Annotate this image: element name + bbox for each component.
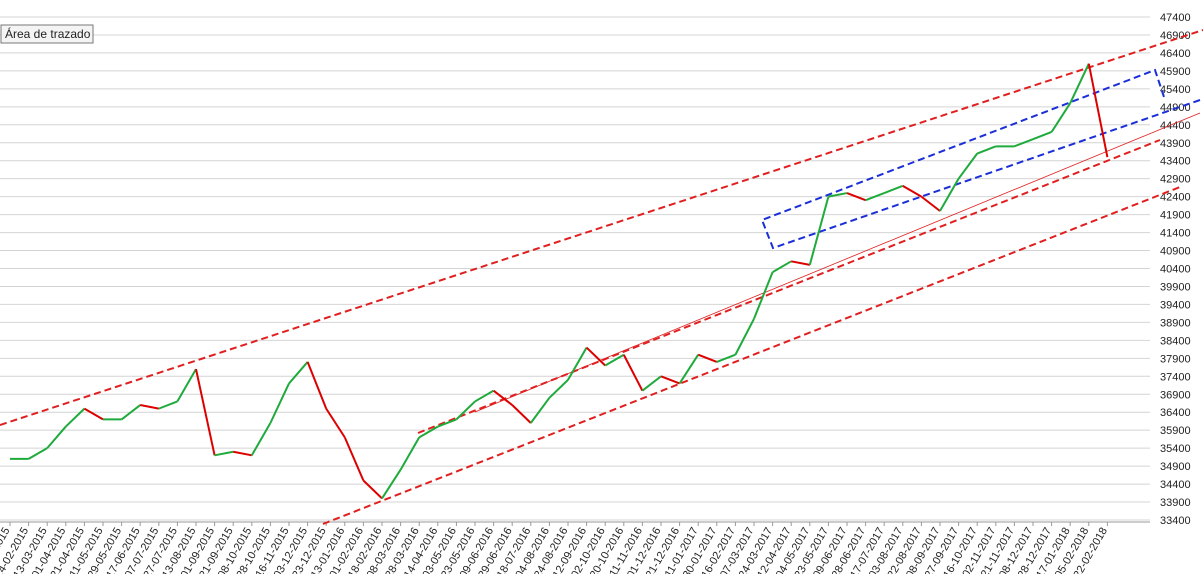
price-segment bbox=[641, 375, 662, 392]
price-segment bbox=[233, 450, 252, 457]
y-tick-label: 42400 bbox=[1160, 192, 1191, 204]
y-tick-label: 41900 bbox=[1160, 210, 1191, 222]
tooltip-text: Área de trazado bbox=[5, 26, 91, 41]
price-segment bbox=[362, 479, 383, 500]
price-segment bbox=[753, 271, 774, 320]
y-tick-label: 35900 bbox=[1160, 425, 1191, 437]
price-segment bbox=[511, 404, 532, 424]
price-segment bbox=[214, 450, 234, 457]
price-segment bbox=[808, 196, 830, 266]
trend-line bbox=[474, 112, 1201, 413]
price-segment bbox=[939, 178, 960, 212]
price-segment bbox=[734, 318, 755, 356]
price-segment bbox=[716, 353, 736, 363]
price-segment bbox=[697, 353, 718, 363]
y-tick-label: 43900 bbox=[1160, 138, 1191, 150]
price-segment bbox=[120, 404, 141, 421]
y-tick-label: 34400 bbox=[1160, 479, 1191, 491]
price-segment bbox=[1032, 131, 1052, 141]
price-segment bbox=[28, 447, 48, 460]
price-segment bbox=[250, 422, 272, 456]
y-tick-label: 38900 bbox=[1160, 317, 1191, 329]
price-segment bbox=[678, 354, 700, 385]
price-segment bbox=[548, 379, 569, 399]
y-tick-label: 44400 bbox=[1160, 120, 1191, 132]
y-tick-label: 46400 bbox=[1160, 48, 1191, 60]
y-tick-label: 42900 bbox=[1160, 174, 1191, 186]
y-tick-label: 33900 bbox=[1160, 497, 1191, 509]
y-tick-label: 34900 bbox=[1160, 461, 1191, 473]
tooltip: Área de trazado bbox=[0, 24, 94, 44]
price-segment bbox=[902, 184, 922, 198]
price-segment bbox=[622, 354, 644, 392]
price-segment bbox=[474, 389, 495, 403]
price-segment bbox=[269, 383, 290, 424]
price-segment bbox=[791, 260, 810, 266]
series bbox=[10, 63, 1109, 500]
y-tick-label: 33400 bbox=[1160, 515, 1191, 527]
price-segment bbox=[83, 407, 104, 421]
channel-line bbox=[0, 29, 1203, 426]
price-segment bbox=[195, 368, 216, 456]
y-tick-label: 41400 bbox=[1160, 228, 1191, 240]
price-segment bbox=[437, 418, 457, 428]
price-segment bbox=[1014, 138, 1034, 148]
price-segment bbox=[957, 152, 979, 180]
y-tick-label: 47400 bbox=[1160, 12, 1191, 24]
y-tick-label: 38400 bbox=[1160, 335, 1191, 347]
price-segment bbox=[399, 436, 421, 471]
y-tick-label: 39400 bbox=[1160, 299, 1191, 311]
y-tick-label: 43400 bbox=[1160, 156, 1191, 168]
y-tick-label: 45900 bbox=[1160, 66, 1191, 78]
y-tick-label: 39900 bbox=[1160, 281, 1191, 293]
price-segment bbox=[585, 346, 606, 367]
price-segment bbox=[306, 361, 328, 409]
price-segment bbox=[381, 469, 402, 499]
price-segment bbox=[158, 400, 178, 410]
price-segment bbox=[529, 397, 551, 424]
price-segment bbox=[604, 353, 625, 367]
y-tick-label: 45400 bbox=[1160, 84, 1191, 96]
price-segment bbox=[46, 425, 67, 449]
y-tick-label: 37400 bbox=[1160, 371, 1191, 383]
price-segment bbox=[920, 195, 941, 212]
price-segment bbox=[176, 368, 197, 402]
y-tick-label: 37900 bbox=[1160, 353, 1191, 365]
price-segment bbox=[976, 145, 997, 155]
price-segment bbox=[865, 192, 885, 202]
price-segment bbox=[65, 407, 86, 428]
price-segment bbox=[846, 192, 866, 202]
price-segment bbox=[828, 192, 848, 198]
y-tick-label: 40400 bbox=[1160, 264, 1191, 276]
price-segment bbox=[140, 404, 159, 410]
tooltip-box bbox=[0, 24, 94, 44]
price-segment bbox=[288, 361, 309, 385]
price-segment bbox=[1087, 63, 1109, 158]
y-tick-label: 40900 bbox=[1160, 246, 1191, 258]
channel-box bbox=[760, 68, 1201, 250]
price-segment bbox=[455, 400, 476, 421]
price-segment bbox=[1069, 63, 1090, 104]
price-segment bbox=[325, 408, 346, 438]
price-segment bbox=[492, 389, 513, 406]
y-tick-label: 36400 bbox=[1160, 407, 1191, 419]
y-tick-label: 36900 bbox=[1160, 389, 1191, 401]
price-segment bbox=[1050, 102, 1072, 133]
y-tick-label: 46900 bbox=[1160, 30, 1191, 42]
price-segment bbox=[567, 347, 588, 381]
price-segment bbox=[772, 260, 792, 273]
price-segment bbox=[343, 436, 365, 481]
price-segment bbox=[660, 375, 680, 385]
channels bbox=[0, 29, 1203, 525]
y-tick-label: 35400 bbox=[1160, 443, 1191, 455]
price-segment bbox=[418, 425, 439, 439]
price-segment bbox=[883, 184, 904, 194]
